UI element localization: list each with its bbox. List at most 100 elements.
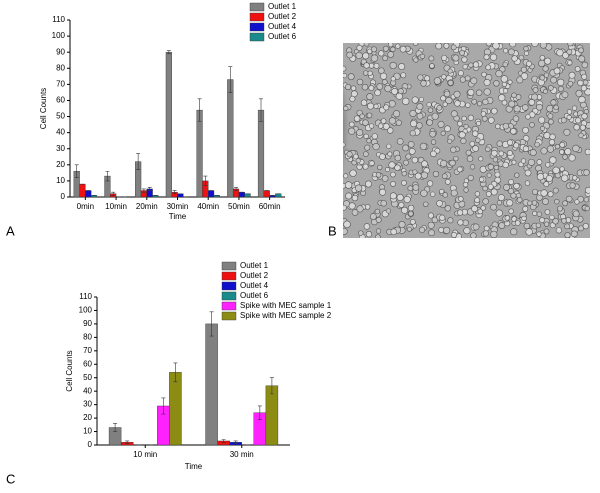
legend-label: Outlet 1 [240, 261, 269, 270]
cell [457, 70, 464, 77]
bar [165, 51, 172, 198]
panel-label: A [6, 223, 15, 238]
cell [356, 205, 364, 213]
cell [506, 199, 514, 207]
cell [542, 65, 549, 72]
cell [366, 138, 372, 144]
cell [495, 123, 501, 130]
cell [583, 197, 589, 203]
y-tick-label: 20 [56, 160, 65, 169]
cell [531, 93, 539, 101]
cell [381, 79, 388, 85]
cell [364, 180, 372, 188]
panel-label: B [328, 223, 337, 238]
y-tick-label: 80 [83, 332, 92, 341]
cell [450, 44, 457, 51]
cell [362, 163, 369, 170]
cell [463, 227, 471, 235]
cell [348, 202, 356, 210]
cell [344, 83, 352, 91]
cell [516, 76, 524, 84]
panel-label: C [6, 471, 15, 486]
cell [436, 200, 443, 207]
cell [459, 76, 466, 83]
cell [526, 60, 533, 67]
legend-swatch [249, 32, 265, 42]
cell [561, 91, 569, 99]
cell [469, 164, 476, 170]
cell [388, 161, 396, 169]
cell [575, 117, 582, 124]
cell [421, 160, 428, 168]
cell [385, 208, 391, 214]
cell [363, 223, 371, 230]
cell [506, 150, 513, 156]
cell [453, 90, 461, 98]
legend-swatch [221, 261, 237, 271]
cell [418, 96, 424, 103]
cell [502, 122, 510, 130]
cell [380, 118, 387, 124]
cell [441, 173, 448, 179]
cell [531, 200, 538, 206]
cell [490, 230, 498, 238]
cell [403, 195, 411, 204]
y-tick-label: 110 [52, 15, 65, 24]
cell [575, 89, 583, 97]
cell [375, 216, 382, 223]
cell [467, 174, 474, 181]
cell [465, 102, 471, 108]
cell [391, 88, 399, 95]
cell [343, 220, 351, 229]
error-bar [228, 66, 233, 93]
error-bar [209, 311, 214, 337]
cell [492, 156, 499, 163]
cell [498, 150, 505, 157]
cell [583, 108, 589, 114]
cell [442, 101, 448, 107]
cell [475, 137, 481, 143]
error-bar [141, 188, 146, 193]
cell [390, 228, 397, 236]
cell [395, 43, 401, 49]
cell [508, 48, 515, 56]
bar [169, 372, 182, 446]
cell [351, 90, 358, 98]
cell [400, 72, 407, 79]
cell [548, 118, 554, 125]
error-bar [269, 377, 274, 395]
cell [467, 88, 475, 96]
cell [538, 59, 546, 68]
cell [419, 53, 425, 60]
cell [549, 133, 556, 140]
cell [369, 213, 377, 220]
cell [447, 138, 453, 144]
error-bar [257, 405, 262, 420]
cell [503, 183, 511, 191]
cell [482, 185, 488, 192]
cell [508, 100, 516, 108]
cell [356, 78, 364, 86]
cell [373, 103, 379, 109]
cell [578, 55, 586, 63]
x-tick-label: 10 min [133, 450, 157, 459]
legend-swatch [249, 2, 265, 12]
cell [398, 221, 406, 229]
cell [430, 191, 436, 197]
cell [584, 148, 590, 156]
cell [409, 109, 417, 117]
y-tick-label: 10 [56, 176, 65, 185]
error-bar [233, 440, 238, 444]
cell [500, 75, 509, 83]
cell [388, 117, 397, 125]
cell [393, 110, 401, 118]
cell [407, 140, 415, 148]
cell [424, 75, 431, 82]
cell [444, 178, 451, 185]
cell [493, 164, 500, 171]
cell [402, 144, 410, 152]
cell [416, 122, 423, 129]
cell [567, 80, 574, 87]
cell [447, 79, 454, 86]
cell [564, 148, 572, 156]
